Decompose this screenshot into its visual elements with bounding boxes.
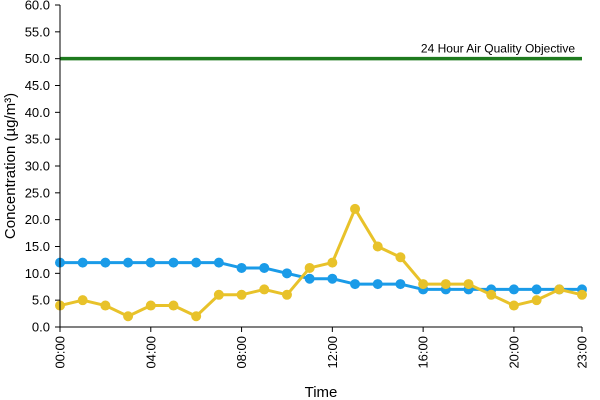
series-1-point	[304, 273, 315, 284]
y-tick-label: 60.0	[25, 0, 50, 13]
series-1-point	[372, 279, 383, 290]
series-2-point	[191, 311, 202, 322]
y-tick-label: 5.0	[32, 293, 50, 308]
x-tick-label: 20:00	[506, 336, 521, 369]
series-1-point	[213, 257, 224, 268]
series-1-point	[77, 257, 88, 268]
series-1-point	[327, 273, 338, 284]
series-2-point	[463, 279, 474, 290]
x-tick-label: 23:00	[575, 336, 590, 369]
y-tick-label: 40.0	[25, 105, 50, 120]
y-tick-label: 55.0	[25, 24, 50, 39]
series-2-point	[327, 257, 338, 268]
series-2-point	[440, 279, 451, 290]
series-2-point	[77, 295, 88, 306]
x-axis-title: Time	[305, 384, 338, 400]
series-2-point	[554, 284, 565, 295]
series-2-point	[531, 295, 542, 306]
y-tick-label: 10.0	[25, 266, 50, 281]
series-2	[55, 203, 587, 322]
series-1-point	[508, 284, 519, 295]
y-tick-label: 20.0	[25, 212, 50, 227]
y-tick-label: 0.0	[32, 320, 50, 335]
series-layer	[55, 203, 587, 322]
series-2-point	[486, 289, 497, 300]
series-1-point	[531, 284, 542, 295]
series-2-point	[145, 300, 156, 311]
series-1-point	[145, 257, 156, 268]
series-2-point	[418, 279, 429, 290]
y-axis-ticks: 0.0 5.0 10.0 15.0 20.0 25.0 30.0 35.0 40.0 45.0 50…	[25, 0, 60, 335]
y-tick-label: 25.0	[25, 185, 50, 200]
series-2-point	[100, 300, 111, 311]
y-tick-label: 15.0	[25, 239, 50, 254]
x-axis-ticks: 00:00 04:00 08:00 12:00 16:00 20:00 23:00	[53, 327, 590, 369]
air-quality-objective-label: 24 Hour Air Quality Objective	[421, 42, 575, 56]
y-tick-label: 30.0	[25, 159, 50, 174]
series-1-point	[100, 257, 111, 268]
x-tick-label: 12:00	[325, 336, 340, 369]
y-tick-label: 45.0	[25, 78, 50, 93]
series-1-point	[191, 257, 202, 268]
y-axis-title: Concentration (µg/m³)	[2, 93, 19, 239]
series-2-point	[350, 203, 361, 214]
series-1-point	[395, 279, 406, 290]
series-2-point	[168, 300, 179, 311]
series-1-point	[281, 268, 292, 279]
series-2-point	[372, 241, 383, 252]
x-tick-label: 04:00	[143, 336, 158, 369]
series-2-point	[577, 289, 587, 300]
series-1	[55, 257, 587, 295]
series-2-point	[304, 262, 315, 273]
series-1-point	[236, 262, 247, 273]
x-tick-label: 08:00	[234, 336, 249, 369]
series-2-point	[123, 311, 134, 322]
x-tick-label: 00:00	[53, 336, 68, 369]
series-1-point	[123, 257, 134, 268]
series-1-point	[350, 279, 361, 290]
series-2-point	[236, 289, 247, 300]
x-tick-label: 16:00	[416, 336, 431, 369]
series-1-point	[259, 262, 270, 273]
series-2-point	[213, 289, 224, 300]
series-2-point	[281, 289, 292, 300]
series-2-point	[259, 284, 270, 295]
series-1-point	[168, 257, 179, 268]
y-tick-label: 50.0	[25, 51, 50, 66]
series-2-point	[395, 252, 406, 263]
series-2-point	[508, 300, 519, 311]
y-tick-label: 35.0	[25, 132, 50, 147]
